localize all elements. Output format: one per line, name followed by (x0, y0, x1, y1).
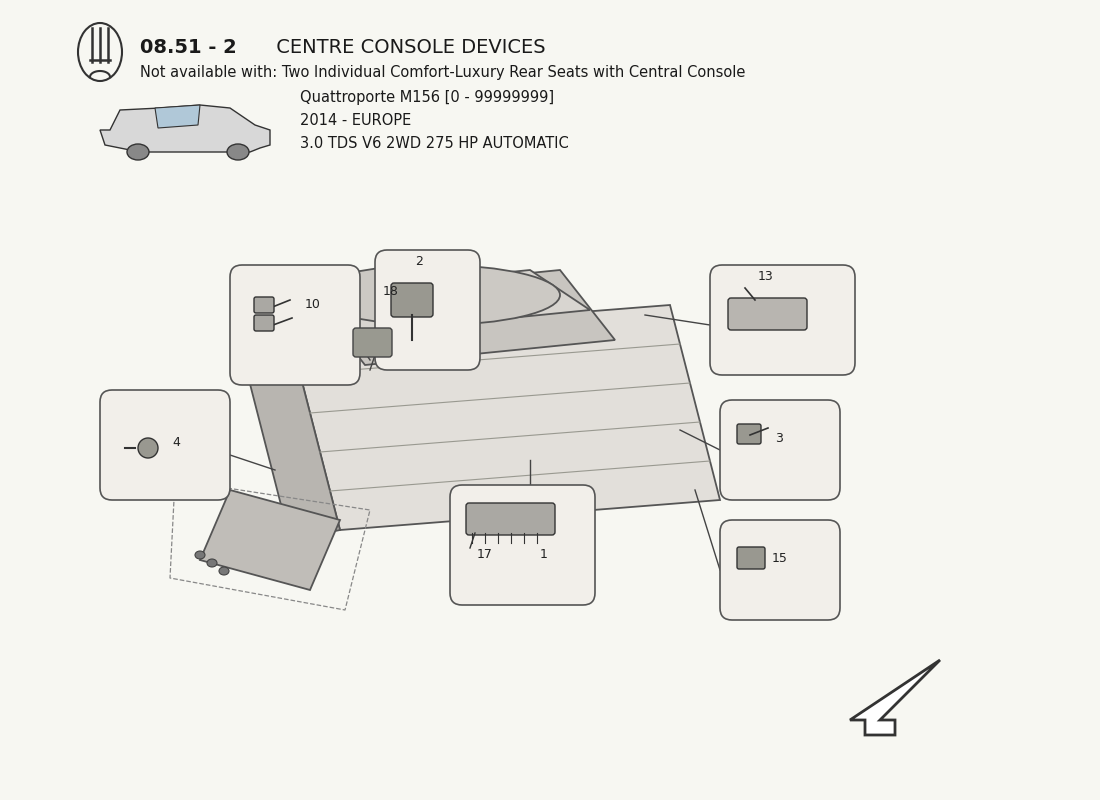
Text: 10: 10 (305, 298, 321, 311)
Ellipse shape (207, 559, 217, 567)
Polygon shape (290, 305, 720, 530)
Text: 13: 13 (758, 270, 773, 283)
Text: 3.0 TDS V6 2WD 275 HP AUTOMATIC: 3.0 TDS V6 2WD 275 HP AUTOMATIC (300, 136, 569, 151)
FancyBboxPatch shape (720, 400, 840, 500)
Text: 1: 1 (540, 548, 548, 561)
FancyBboxPatch shape (450, 485, 595, 605)
FancyBboxPatch shape (737, 547, 764, 569)
FancyBboxPatch shape (375, 250, 480, 370)
Text: 18: 18 (383, 285, 399, 298)
Polygon shape (100, 105, 270, 152)
Text: Not available with: Two Individual Comfort-Luxury Rear Seats with Central Consol: Not available with: Two Individual Comfo… (140, 65, 746, 80)
Polygon shape (240, 335, 340, 540)
FancyBboxPatch shape (254, 315, 274, 331)
Text: 2014 - EUROPE: 2014 - EUROPE (300, 113, 411, 128)
FancyBboxPatch shape (720, 520, 840, 620)
Text: 08.51 - 2: 08.51 - 2 (140, 38, 236, 57)
Ellipse shape (138, 438, 158, 458)
FancyBboxPatch shape (230, 265, 360, 385)
Ellipse shape (310, 265, 560, 325)
FancyBboxPatch shape (254, 297, 274, 313)
Text: 15: 15 (772, 551, 788, 565)
FancyBboxPatch shape (100, 390, 230, 500)
FancyBboxPatch shape (710, 265, 855, 375)
Text: CENTRE CONSOLE DEVICES: CENTRE CONSOLE DEVICES (270, 38, 546, 57)
Polygon shape (280, 270, 590, 335)
Ellipse shape (227, 144, 249, 160)
Text: Quattroporte M156 [0 - 99999999]: Quattroporte M156 [0 - 99999999] (300, 90, 554, 105)
Text: 4: 4 (172, 435, 180, 449)
Polygon shape (310, 270, 615, 365)
Polygon shape (155, 105, 200, 128)
Text: 3: 3 (776, 431, 783, 445)
FancyBboxPatch shape (737, 424, 761, 444)
Ellipse shape (219, 567, 229, 575)
FancyBboxPatch shape (728, 298, 807, 330)
Text: 2: 2 (415, 255, 422, 268)
FancyBboxPatch shape (390, 283, 433, 317)
Ellipse shape (126, 144, 148, 160)
Polygon shape (850, 660, 940, 735)
Ellipse shape (195, 551, 205, 559)
Text: 17: 17 (477, 548, 493, 561)
FancyBboxPatch shape (353, 328, 392, 357)
Polygon shape (200, 490, 340, 590)
FancyBboxPatch shape (466, 503, 556, 535)
